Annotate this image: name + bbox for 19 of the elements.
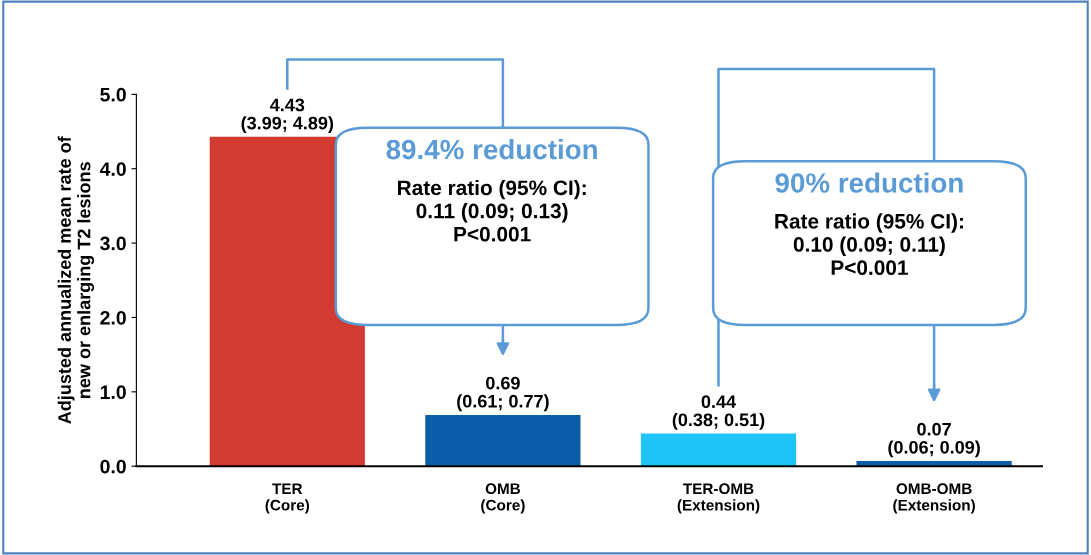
data-label: 0.07 (0.06; 0.09) (888, 422, 980, 458)
x-tick-label: TER (Core) (265, 483, 310, 514)
y-tick-label: 3.0 (100, 236, 126, 251)
annotation: Rate ratio (95% CI): 0.10 (0.09; 0.11) P<0.001 (775, 213, 963, 276)
y-tick-label: 4.0 (99, 162, 126, 176)
annotation: 89.4% reduction (386, 138, 597, 160)
y-tick-label: 2.0 (100, 310, 126, 325)
x-tick-label: TER-OMB (Extension) (677, 483, 760, 514)
y-tick-label: 1.0 (100, 385, 126, 400)
data-label: 0.44 (0.38; 0.51) (672, 395, 765, 430)
x-tick-label: OMB-OMB (Extension) (893, 483, 975, 514)
data-label: 4.43 (3.99; 4.89) (241, 98, 334, 134)
y-tick-label: 5.0 (100, 87, 126, 102)
annotation: 90% reduction (775, 172, 963, 193)
data-label: 0.69 (0.61; 0.77) (457, 376, 549, 412)
y-tick-label: 0.0 (100, 459, 126, 474)
annotation: Rate ratio (95% CI): 0.11 (0.09; 0.13) P<0.001 (398, 179, 586, 242)
y-axis-title: Adjusted annualized mean rate of new or enlarging T2 lesions (57, 136, 95, 424)
x-tick-label: OMB (Core) (481, 483, 525, 514)
